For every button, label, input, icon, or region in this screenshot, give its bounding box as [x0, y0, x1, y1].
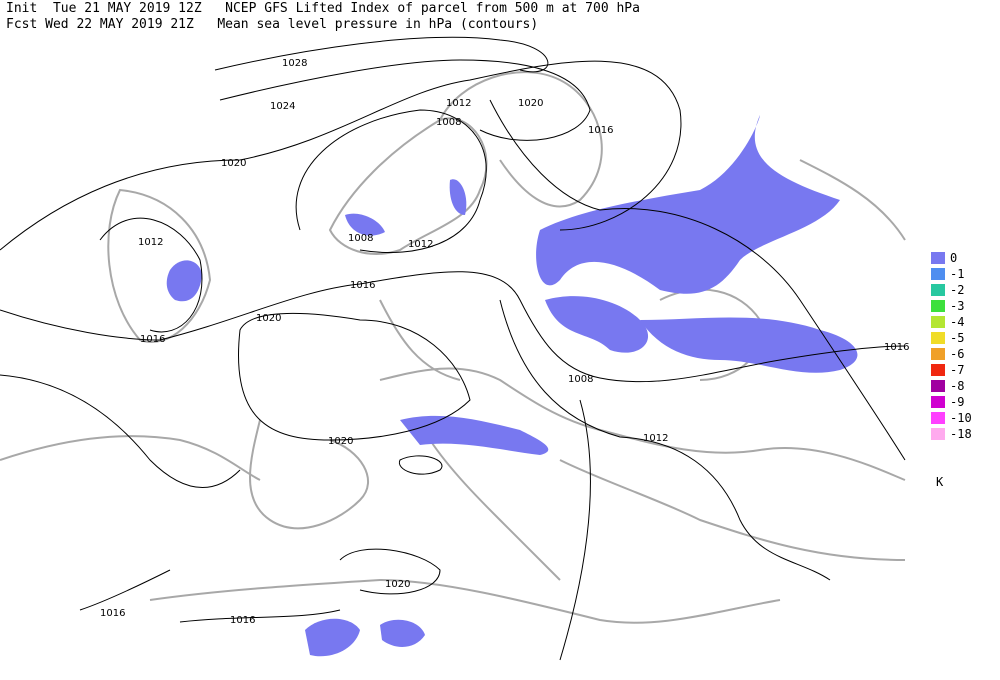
isobars	[0, 36, 906, 661]
header-line: Init Tue 21 MAY 2019 12Z NCEP GFS Lifted…	[6, 1, 640, 16]
legend-label: -9	[950, 395, 964, 409]
legend-swatch	[931, 380, 945, 392]
coastlines	[0, 71, 906, 624]
contour-label: 1016	[350, 280, 375, 291]
legend-label: 0	[950, 251, 957, 265]
legend-swatch	[931, 268, 945, 280]
contour-label: 1016	[100, 608, 125, 619]
contour-label: 1012	[408, 239, 433, 250]
legend-label: -5	[950, 331, 964, 345]
legend-swatch	[931, 428, 945, 440]
legend-label: -2	[950, 283, 964, 297]
header-line: Fcst Wed 22 MAY 2019 21Z Mean sea level …	[6, 17, 538, 32]
legend: 0 -1 -2 -3 -4 -5 -6 -7 -8 -9 -10 -18	[931, 251, 972, 441]
contour-label: 1020	[518, 98, 543, 109]
legend-label: -7	[950, 363, 964, 377]
legend-label: -6	[950, 347, 964, 361]
contour-label: 1020	[256, 313, 281, 324]
contour-label: 1012	[138, 237, 163, 248]
legend-label: -10	[950, 411, 972, 425]
contour-label: 1024	[270, 101, 295, 112]
contour-label: 1016	[588, 125, 613, 136]
legend-label: -18	[950, 427, 972, 441]
legend-swatch	[931, 332, 945, 344]
contour-label: 1028	[282, 58, 307, 69]
contour-label: 1020	[328, 436, 353, 447]
legend-label: -4	[950, 315, 964, 329]
contour-label: 1020	[385, 579, 410, 590]
contour-label: 1016	[140, 334, 165, 345]
legend-swatch	[931, 396, 945, 408]
lifted-index-areas	[166, 115, 858, 657]
contour-label: 1016	[884, 342, 909, 353]
legend-unit: K	[936, 475, 944, 489]
legend-swatch	[931, 284, 945, 296]
contour-label: 1008	[348, 233, 373, 244]
contour-label: 1016	[230, 615, 255, 626]
contour-label: 1012	[446, 98, 471, 109]
legend-swatch	[931, 316, 945, 328]
contour-label: 1008	[568, 374, 593, 385]
legend-label: -3	[950, 299, 964, 313]
legend-label: -1	[950, 267, 964, 281]
contour-label: 1020	[221, 158, 246, 169]
legend-swatch	[931, 412, 945, 424]
legend-swatch	[931, 348, 945, 360]
legend-swatch	[931, 364, 945, 376]
contour-labels: 1028 1024 1020 1012 1008 1020 1016 1012 …	[100, 58, 909, 626]
contour-label: 1008	[436, 117, 461, 128]
legend-label: -8	[950, 379, 964, 393]
legend-swatch	[931, 300, 945, 312]
legend-swatch	[931, 252, 945, 264]
contour-label: 1012	[643, 433, 668, 444]
